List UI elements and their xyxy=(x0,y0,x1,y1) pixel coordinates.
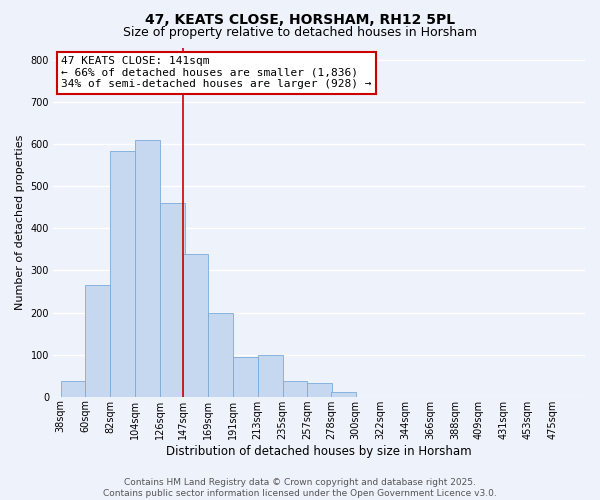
Bar xyxy=(233,356,258,397)
Text: 47, KEATS CLOSE, HORSHAM, RH12 5PL: 47, KEATS CLOSE, HORSHAM, RH12 5PL xyxy=(145,12,455,26)
Y-axis label: Number of detached properties: Number of detached properties xyxy=(15,134,25,310)
X-axis label: Distribution of detached houses by size in Horsham: Distribution of detached houses by size … xyxy=(166,444,472,458)
Bar xyxy=(110,150,135,396)
Bar xyxy=(160,203,185,396)
Bar xyxy=(135,140,160,396)
Bar xyxy=(184,254,208,396)
Bar xyxy=(307,383,332,396)
Text: Contains HM Land Registry data © Crown copyright and database right 2025.
Contai: Contains HM Land Registry data © Crown c… xyxy=(103,478,497,498)
Bar xyxy=(283,380,307,396)
Bar xyxy=(85,285,110,397)
Text: Size of property relative to detached houses in Horsham: Size of property relative to detached ho… xyxy=(123,26,477,39)
Bar xyxy=(208,312,233,396)
Text: 47 KEATS CLOSE: 141sqm
← 66% of detached houses are smaller (1,836)
34% of semi-: 47 KEATS CLOSE: 141sqm ← 66% of detached… xyxy=(61,56,371,90)
Bar xyxy=(331,392,356,396)
Bar xyxy=(61,380,85,396)
Bar xyxy=(258,354,283,397)
